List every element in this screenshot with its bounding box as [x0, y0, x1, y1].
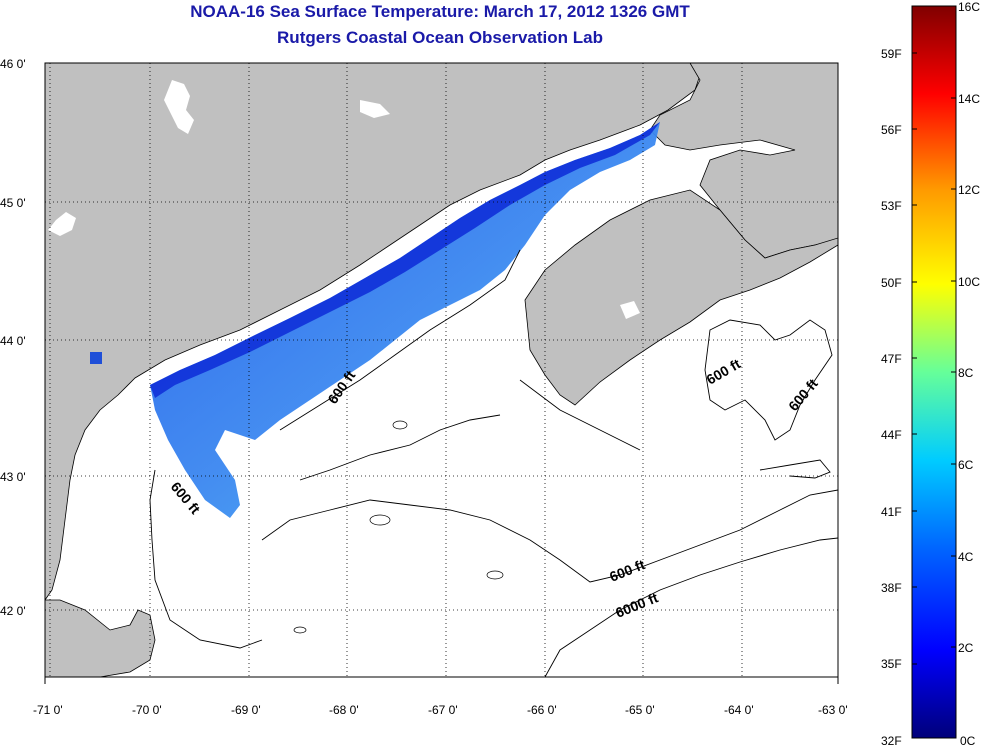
colorbar-f-label: 53F — [881, 199, 902, 213]
lon-label: -65 0' — [625, 703, 655, 717]
colorbar-c-label: 14C — [958, 92, 980, 106]
colorbar-f-label: 44F — [881, 428, 902, 442]
colorbar-f-label: 41F — [881, 505, 902, 519]
colorbar-f-label: 35F — [881, 657, 902, 671]
colorbar-f-label: 47F — [881, 352, 902, 366]
lon-label: -63 0' — [818, 703, 848, 717]
colorbar-f-label: 38F — [881, 581, 902, 595]
colorbar-gradient — [911, 5, 957, 739]
lon-label: -64 0' — [724, 703, 754, 717]
colorbar-f-label: 50F — [881, 276, 902, 290]
lon-label: -70 0' — [132, 703, 162, 717]
colorbar-c-label: 10C — [958, 275, 980, 289]
lat-label: 45 0' — [0, 196, 26, 210]
colorbar-f-label: 56F — [881, 123, 902, 137]
land-new-england — [45, 63, 701, 601]
colorbar-c-label: 8C — [958, 366, 974, 380]
colorbar-c-label: 4C — [958, 550, 974, 564]
colorbar-c-label: 16C — [958, 0, 980, 14]
lat-label: 44 0' — [0, 334, 26, 348]
lon-label: -71 0' — [33, 703, 63, 717]
sst-coverage — [150, 122, 660, 518]
sst-inland-speck — [90, 352, 102, 364]
colorbar: 0C 2C 4C 6C 8C 10C 12C 14C 16C 32F 35F 3… — [881, 0, 980, 748]
frame-ticks — [44, 677, 839, 684]
bathymetry-contours — [149, 249, 838, 677]
map-border — [44, 62, 839, 678]
cloud-patches — [48, 80, 640, 319]
map-subtitle: Rutgers Coastal Ocean Observation Lab — [277, 28, 603, 47]
lon-label: -68 0' — [329, 703, 359, 717]
colorbar-c-label: 0C — [960, 734, 976, 748]
map-title: NOAA-16 Sea Surface Temperature: March 1… — [190, 2, 690, 21]
lon-label: -67 0' — [428, 703, 458, 717]
small-contour-islands — [293, 420, 504, 634]
colorbar-f-label: 32F — [881, 734, 902, 748]
colorbar-c-label: 12C — [958, 183, 980, 197]
land-nova-scotia — [524, 189, 838, 406]
colorbar-c-label: 2C — [958, 641, 974, 655]
lat-label: 46 0' — [0, 57, 26, 71]
colorbar-ticks — [912, 52, 956, 739]
lat-label: 43 0' — [0, 470, 26, 484]
graticule — [45, 63, 838, 677]
lat-label: 42 0' — [0, 604, 26, 618]
sst-coast-dark — [150, 122, 660, 398]
colorbar-c-label: 6C — [958, 458, 974, 472]
map-area: 600 ft 600 ft 600 ft 600 ft 600 ft 6000 … — [45, 63, 838, 677]
colorbar-f-label: 59F — [881, 47, 902, 61]
lon-label: -69 0' — [231, 703, 261, 717]
lon-label: -66 0' — [527, 703, 557, 717]
